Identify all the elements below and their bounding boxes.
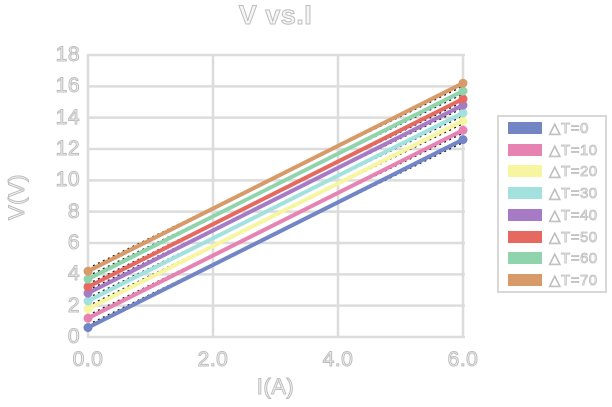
data-point-marker <box>458 116 468 126</box>
legend-item: △T=50 <box>499 226 605 248</box>
legend-swatch <box>508 252 542 265</box>
series-line <box>87 97 464 289</box>
legend-item: △T=70 <box>499 269 605 291</box>
series-line <box>87 103 464 295</box>
legend-label: △T=40 <box>549 206 598 224</box>
y-tick-label: 18 <box>55 43 80 66</box>
data-point-marker <box>83 304 93 314</box>
legend: △T=0 △T=10 △T=20 △T=30 △T=40 △T=50 △T=60 △T=70 <box>497 115 607 293</box>
data-point-marker <box>458 100 468 110</box>
legend-item: △T=40 <box>499 204 605 226</box>
legend-swatch <box>508 143 542 156</box>
chart-title: V vs.I <box>238 0 313 31</box>
y-tick-label: 0 <box>67 325 80 348</box>
legend-label: △T=0 <box>549 119 589 137</box>
x-axis-title: I(A) <box>256 374 295 400</box>
legend-label: △T=10 <box>549 141 598 159</box>
data-point-marker <box>83 313 93 323</box>
series-line <box>87 119 464 311</box>
data-point-marker <box>83 266 93 276</box>
data-point-marker <box>458 78 468 88</box>
legend-swatch <box>508 165 542 178</box>
data-point-marker <box>83 296 93 306</box>
legend-item: △T=30 <box>499 182 605 204</box>
y-tick-label: 10 <box>55 168 80 192</box>
legend-swatch <box>508 121 542 134</box>
data-point-marker <box>458 94 468 104</box>
data-point-marker <box>458 125 468 135</box>
data-point-marker <box>83 274 93 284</box>
legend-label: △T=30 <box>549 185 598 203</box>
legend-swatch <box>508 274 542 287</box>
legend-swatch <box>508 187 542 200</box>
x-tick-label: 2.0 <box>197 348 229 371</box>
series-line <box>87 128 464 320</box>
y-tick-label: 16 <box>55 74 80 98</box>
series-line <box>87 81 464 273</box>
legend-item: △T=10 <box>499 139 605 161</box>
legend-label: △T=70 <box>549 272 598 290</box>
y-tick-label: 2 <box>67 293 80 317</box>
x-tick-label: 0.0 <box>72 348 104 371</box>
x-tick-label: 4.0 <box>322 348 354 371</box>
legend-item: △T=60 <box>499 248 605 270</box>
legend-swatch <box>508 230 542 243</box>
data-point-marker <box>458 135 468 145</box>
series-line <box>87 89 464 281</box>
series-line <box>87 137 464 330</box>
data-point-marker <box>83 323 93 333</box>
y-tick-label: 14 <box>55 105 80 129</box>
y-tick-label: 12 <box>55 137 80 160</box>
series-line <box>87 111 464 303</box>
legend-item: △T=0 <box>499 117 605 139</box>
y-tick-label: 6 <box>67 231 80 254</box>
data-point-marker <box>83 282 93 292</box>
legend-label: △T=20 <box>549 163 598 181</box>
legend-label: △T=60 <box>549 250 598 268</box>
y-tick-label: 4 <box>67 262 80 286</box>
data-point-marker <box>458 86 468 96</box>
y-axis-title: V(V) <box>4 174 30 221</box>
legend-swatch <box>508 208 542 221</box>
data-point-marker <box>458 108 468 118</box>
legend-label: △T=50 <box>549 228 598 246</box>
data-point-marker <box>83 288 93 298</box>
legend-item: △T=20 <box>499 161 605 183</box>
y-tick-label: 8 <box>67 199 80 223</box>
x-tick-label: 6.0 <box>447 348 479 371</box>
